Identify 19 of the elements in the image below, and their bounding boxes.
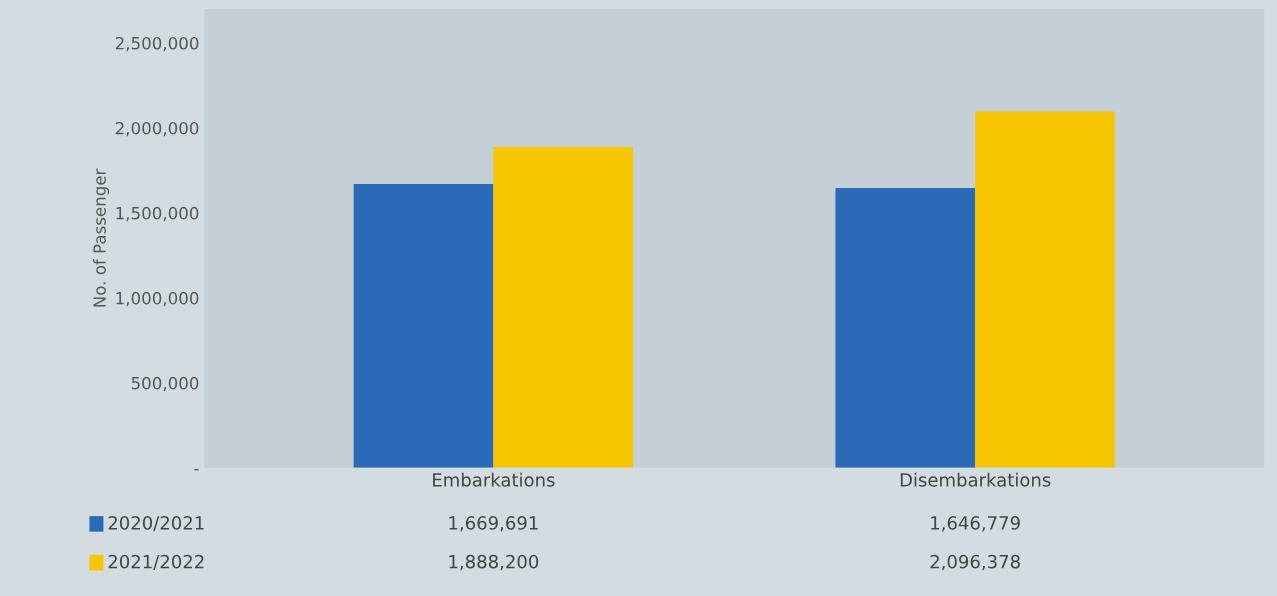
data-label: 1,888,200 — [449, 554, 539, 571]
data-label: 2,096,378 — [930, 554, 1020, 571]
legend-label: 2020/2021 — [108, 516, 204, 532]
y-tick-label: 2,500,000 — [115, 36, 199, 52]
y-tick-label: 1,000,000 — [116, 291, 199, 307]
y-tick-label: - — [194, 468, 199, 471]
bar — [975, 111, 1115, 468]
bar — [353, 184, 494, 468]
x-tick-label: Embarkations — [433, 472, 555, 487]
data-label: 1,646,779 — [931, 516, 1020, 532]
legend-label: 2021/2022 — [108, 554, 204, 570]
bar — [493, 146, 634, 468]
y-tick-label: 500,000 — [131, 376, 199, 392]
y-tick-label: 1,500,000 — [116, 206, 199, 222]
x-tick-label: Disembarkations — [900, 472, 1051, 487]
data-label: 1,669,691 — [449, 516, 538, 532]
bar — [835, 187, 976, 468]
y-tick-label: 2,000,000 — [115, 121, 199, 137]
y-axis-title: No. of Passenger — [92, 168, 110, 307]
